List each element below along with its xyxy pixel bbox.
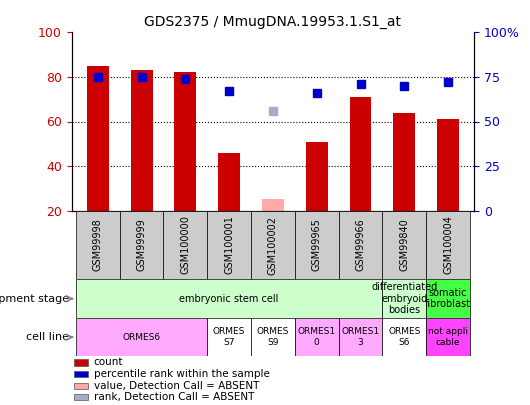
Bar	[174, 72, 196, 211]
Bar	[131, 70, 153, 211]
Title: GDS2375 / MmugDNA.19953.1.S1_at: GDS2375 / MmugDNA.19953.1.S1_at	[145, 15, 401, 29]
Bar	[74, 360, 87, 365]
Bar	[251, 318, 295, 356]
Bar	[76, 318, 207, 356]
Text: GSM99840: GSM99840	[399, 219, 409, 271]
Text: ORMES1
0: ORMES1 0	[298, 328, 336, 347]
Bar	[120, 211, 163, 279]
Bar	[262, 200, 284, 211]
Bar	[207, 211, 251, 279]
Bar	[295, 211, 339, 279]
Text: GSM100001: GSM100001	[224, 215, 234, 275]
Bar	[74, 382, 87, 389]
Bar	[393, 113, 415, 211]
Bar	[76, 279, 383, 318]
Bar	[383, 318, 426, 356]
Bar	[426, 279, 470, 318]
Text: GSM99999: GSM99999	[137, 219, 147, 271]
Bar	[74, 371, 87, 377]
Bar	[437, 119, 459, 211]
Text: ORMES1
3: ORMES1 3	[341, 328, 379, 347]
Text: count: count	[94, 358, 123, 367]
Text: GSM99965: GSM99965	[312, 219, 322, 271]
Text: rank, Detection Call = ABSENT: rank, Detection Call = ABSENT	[94, 392, 254, 402]
Text: somatic
fibroblast: somatic fibroblast	[425, 288, 471, 309]
Bar	[251, 211, 295, 279]
Bar	[383, 279, 426, 318]
Text: GSM100002: GSM100002	[268, 215, 278, 275]
Text: not appli
cable: not appli cable	[428, 328, 468, 347]
Text: ORMES
S9: ORMES S9	[257, 328, 289, 347]
Text: ORMES6: ORMES6	[122, 333, 161, 342]
Text: GSM100000: GSM100000	[180, 215, 190, 275]
Text: cell line: cell line	[26, 332, 69, 342]
Text: GSM99966: GSM99966	[356, 219, 366, 271]
Text: differentiated
embryoid
bodies: differentiated embryoid bodies	[371, 282, 437, 315]
Text: percentile rank within the sample: percentile rank within the sample	[94, 369, 270, 379]
Text: GSM100004: GSM100004	[443, 215, 453, 275]
Bar	[218, 153, 240, 211]
Text: value, Detection Call = ABSENT: value, Detection Call = ABSENT	[94, 381, 259, 390]
Bar	[163, 211, 207, 279]
Bar	[383, 211, 426, 279]
Text: development stage: development stage	[0, 294, 69, 304]
Bar	[426, 211, 470, 279]
Bar	[74, 394, 87, 400]
Text: GSM99998: GSM99998	[93, 219, 103, 271]
Bar	[87, 66, 109, 211]
Text: ORMES
S7: ORMES S7	[213, 328, 245, 347]
Bar	[306, 142, 328, 211]
Bar	[207, 318, 251, 356]
Text: embryonic stem cell: embryonic stem cell	[180, 294, 279, 304]
Bar	[295, 318, 339, 356]
Text: ORMES
S6: ORMES S6	[388, 328, 420, 347]
Bar	[426, 318, 470, 356]
Bar	[339, 211, 383, 279]
Bar	[350, 97, 372, 211]
Bar	[76, 211, 120, 279]
Bar	[339, 318, 383, 356]
